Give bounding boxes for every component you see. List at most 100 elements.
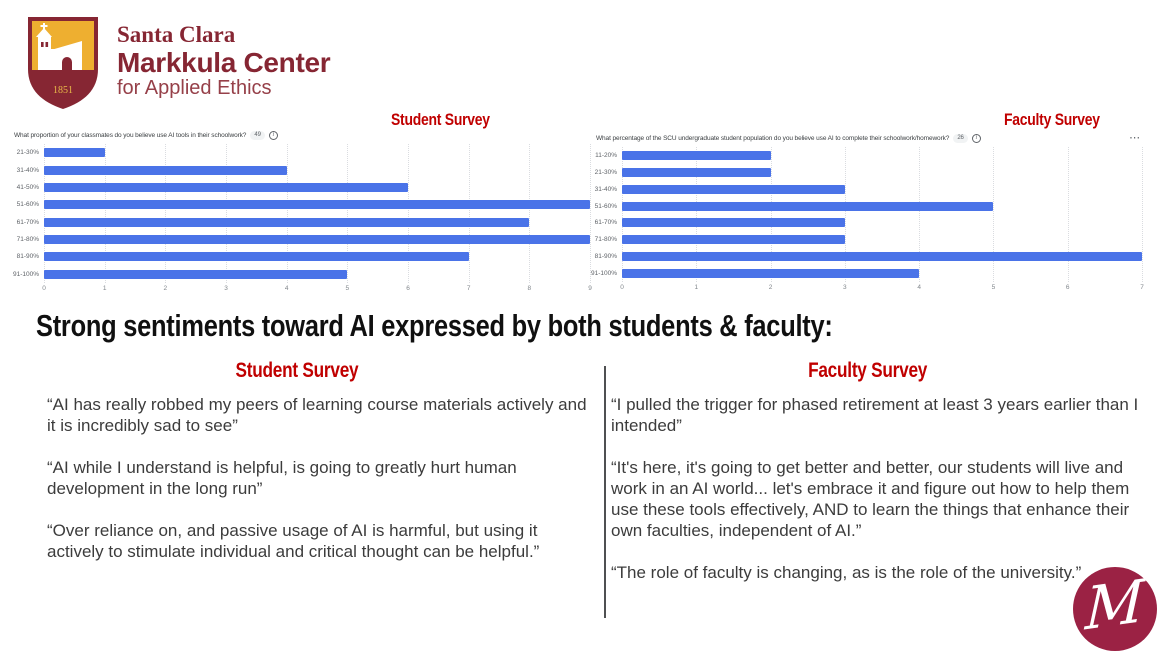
y-axis-label: 41-50% (16, 183, 39, 191)
faculty-quote-2: “It's here, it's going to get better and… (611, 458, 1130, 540)
bar-student-21-30% (44, 148, 105, 158)
x-tick-label: 3 (843, 284, 847, 291)
y-axis-label: 91-100% (12, 270, 39, 278)
gridline (1142, 147, 1143, 282)
y-axis-label: 21-30% (594, 168, 617, 176)
bar-student-41-50% (44, 182, 408, 192)
gridline (104, 144, 106, 283)
student-quotes-header: Student Survey (235, 359, 359, 382)
student-quote-3: “Over reliance on, and passive usage of … (47, 521, 540, 561)
y-axis-label: 91-100% (590, 270, 617, 278)
y-axis-label: 31-40% (594, 185, 617, 193)
brand-name: Santa Clara Markkula Center for Applied … (117, 22, 331, 100)
y-axis-label: 81-90% (594, 253, 617, 261)
x-tick-label: 2 (163, 285, 168, 292)
plot-area (44, 144, 591, 283)
x-tick-label: 9 (588, 285, 592, 292)
faculty-quotes: “I pulled the trigger for phased retirem… (611, 394, 1159, 604)
y-axis-labels: 21-30% 31-40% 41-50% 51-60% 61-70% 71-80% 81-9… (12, 144, 44, 283)
gridline (622, 147, 623, 282)
chart-title: What proportion of your classmates do yo… (14, 132, 247, 139)
bar-faculty-11-20% (622, 150, 771, 160)
scu-shield-logo: 1851 (28, 17, 98, 109)
faculty-survey-top-label: Faculty Survey (1004, 110, 1100, 129)
gridline (590, 144, 591, 283)
y-axis-label: 21-30% (16, 149, 39, 157)
gridline (993, 147, 995, 282)
x-axis: 0 1 2 3 4 5 6 7 (620, 282, 1144, 294)
faculty-quotes-header: Faculty Survey (808, 359, 928, 382)
bar-student-61-70% (44, 217, 530, 227)
more-options-icon[interactable]: ⋯ (1129, 132, 1140, 144)
x-tick-label: 5 (991, 284, 996, 291)
gridline (1067, 147, 1069, 282)
bar-faculty-31-40% (622, 184, 845, 194)
bar-faculty-91-100% (622, 269, 920, 279)
gridline (770, 147, 772, 282)
plot-area (622, 147, 1143, 282)
markkula-monogram-logo: M (1073, 566, 1157, 651)
gridline (529, 144, 531, 283)
y-axis-labels: 11-20% 21-30% 31-40% 51-60% 61-70% 71-80% 81-9… (591, 147, 622, 282)
x-tick-label: 2 (768, 284, 773, 291)
brand-line-2: Markkula Center (117, 46, 331, 78)
slide-headline: Strong sentiments toward AI expressed by… (36, 308, 833, 343)
bars (44, 144, 590, 283)
x-tick-label: 6 (1065, 284, 1070, 291)
bar-student-51-60% (44, 200, 590, 210)
gridline (165, 144, 167, 283)
chart-title: What percentage of the SCU undergraduate… (596, 135, 950, 142)
gridline (226, 144, 227, 283)
response-count-badge: 49 (250, 131, 265, 140)
gridline (347, 144, 349, 283)
bar-faculty-51-60% (622, 201, 994, 211)
student-quotes: “AI has really robbed my peers of learni… (47, 394, 595, 583)
bar-student-31-40% (44, 165, 287, 175)
x-tick-label: 4 (284, 285, 289, 292)
bar-student-71-80% (44, 235, 590, 245)
x-tick-label: 0 (620, 284, 624, 291)
y-axis-label: 81-90% (16, 253, 39, 261)
faculty-survey-chart: What percentage of the SCU undergraduate… (591, 130, 1144, 294)
y-axis-label: 51-60% (594, 202, 617, 210)
student-survey-chart: What proportion of your classmates do yo… (12, 127, 592, 295)
brand-line-3: for Applied Ethics (117, 76, 272, 99)
x-tick-label: 0 (42, 285, 46, 292)
bar-faculty-81-90% (622, 252, 1142, 262)
x-tick-label: 7 (466, 285, 471, 292)
shield-year: 1851 (53, 85, 73, 96)
bar-faculty-61-70% (622, 218, 845, 228)
info-icon[interactable]: i (971, 134, 981, 143)
response-count-badge: 26 (953, 134, 968, 143)
info-icon[interactable]: i (268, 131, 278, 140)
y-axis-label: 51-60% (16, 201, 39, 209)
bar-student-81-90% (44, 252, 469, 262)
y-axis-label: 71-80% (16, 236, 39, 244)
student-quote-1: “AI has really robbed my peers of learni… (47, 395, 587, 435)
y-axis-label: 61-70% (594, 219, 617, 227)
y-axis-label: 71-80% (594, 236, 617, 244)
brand-header: 1851 Santa Clara Markkula Center for App… (22, 12, 331, 110)
faculty-quote-3: “The role of faculty is changing, as is … (611, 563, 1082, 582)
mission-church-icon (36, 23, 82, 70)
x-tick-label: 8 (527, 285, 532, 292)
bar-student-91-100% (44, 269, 348, 279)
x-tick-label: 1 (102, 285, 107, 292)
column-divider (604, 366, 606, 618)
bar-faculty-71-80% (622, 235, 845, 245)
gridline (844, 147, 846, 282)
x-tick-label: 7 (1140, 284, 1144, 291)
monogram-letter: M (1084, 566, 1146, 644)
gridline (408, 144, 409, 283)
bar-faculty-21-30% (622, 167, 771, 177)
x-tick-label: 6 (406, 285, 410, 292)
x-axis: 0 1 2 3 4 5 6 7 8 9 (42, 283, 592, 295)
gridline (44, 144, 45, 283)
bars (622, 147, 1142, 282)
student-quote-2: “AI while I understand is helpful, is go… (47, 458, 517, 498)
student-survey-top-label: Student Survey (391, 110, 490, 129)
x-tick-label: 3 (224, 285, 228, 292)
gridline (468, 144, 470, 283)
y-axis-label: 61-70% (16, 218, 39, 226)
y-axis-label: 31-40% (16, 166, 39, 174)
